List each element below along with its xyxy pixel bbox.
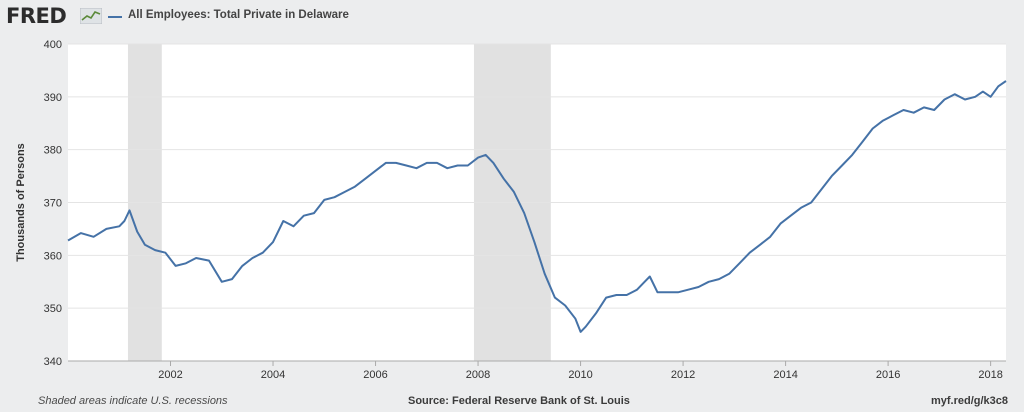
x-tick-label: 2010 [568,369,592,381]
chart-header: FRED All Employees: Total Private in Del… [0,0,1024,34]
y-axis-title: Thousands of Persons [15,143,27,262]
legend-series-title: All Employees: Total Private in Delaware [128,9,349,21]
y-tick-label: 400 [44,39,62,51]
line-chart: 340 350 360 370 380 390 400 2002 2004 2006 2008 201… [15,39,1007,381]
x-tick-label: 2016 [876,369,900,381]
y-tick-label: 340 [44,356,62,368]
x-tick-label: 2006 [363,369,387,381]
y-tick-label: 370 [44,198,62,210]
recession-note: Shaded areas indicate U.S. recessions [38,395,228,407]
series-line [67,80,1007,333]
y-tick-label: 350 [44,303,62,315]
source-note: Source: Federal Reserve Bank of St. Loui… [408,395,630,407]
x-tick-label: 2004 [261,369,285,381]
fred-logo[interactable]: FRED [6,4,67,28]
legend-line-swatch [108,16,122,18]
fred-logo-graph-icon [80,8,102,24]
x-tick-label: 2012 [671,369,695,381]
y-tick-label: 360 [44,250,62,262]
y-tick-label: 380 [44,145,62,157]
x-tick-label: 2008 [466,369,490,381]
x-tick-label: 2014 [773,369,797,381]
x-tick-label: 2002 [158,369,182,381]
x-tick-label: 2018 [978,369,1002,381]
short-link[interactable]: myf.red/g/k3c8 [930,395,1008,407]
y-tick-label: 390 [44,92,62,104]
